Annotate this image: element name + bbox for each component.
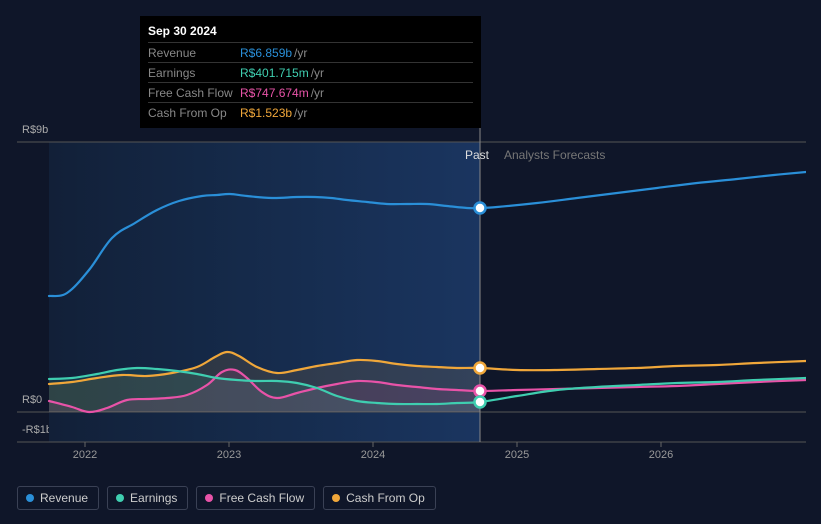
legend-dot-icon xyxy=(116,494,124,502)
legend-earnings[interactable]: Earnings xyxy=(107,486,188,510)
tooltip-label: Earnings xyxy=(148,66,240,80)
tooltip-unit: /yr xyxy=(311,86,324,100)
tooltip-unit: /yr xyxy=(311,66,324,80)
x-tick-label: 2024 xyxy=(361,449,385,461)
x-tick-label: 2025 xyxy=(505,449,529,461)
tooltip-value: R$1.523b xyxy=(240,106,292,120)
legend-label: Free Cash Flow xyxy=(219,491,304,505)
tooltip: Sep 30 2024 Revenue R$6.859b /yr Earning… xyxy=(140,16,481,128)
x-tick-label: 2023 xyxy=(217,449,241,461)
tooltip-value: R$6.859b xyxy=(240,46,292,60)
tooltip-value: R$747.674m xyxy=(240,86,309,100)
past-label: Past xyxy=(465,148,489,162)
tooltip-row: Earnings R$401.715m /yr xyxy=(148,63,473,83)
tooltip-label: Free Cash Flow xyxy=(148,86,240,100)
legend-dot-icon xyxy=(205,494,213,502)
x-tick-label: 2026 xyxy=(649,449,673,461)
chart-svg xyxy=(17,120,806,460)
legend-dot-icon xyxy=(332,494,340,502)
tooltip-value: R$401.715m xyxy=(240,66,309,80)
tooltip-row: Free Cash Flow R$747.674m /yr xyxy=(148,83,473,103)
tooltip-label: Revenue xyxy=(148,46,240,60)
legend: Revenue Earnings Free Cash Flow Cash Fro… xyxy=(17,486,436,510)
legend-cashfromop[interactable]: Cash From Op xyxy=(323,486,436,510)
tooltip-row: Revenue R$6.859b /yr xyxy=(148,43,473,63)
legend-label: Earnings xyxy=(130,491,177,505)
x-axis: 2022 2023 2024 2025 2026 xyxy=(49,449,804,465)
chart-area[interactable] xyxy=(17,120,806,460)
legend-label: Revenue xyxy=(40,491,88,505)
legend-label: Cash From Op xyxy=(346,491,425,505)
x-tick-label: 2022 xyxy=(73,449,97,461)
tooltip-label: Cash From Op xyxy=(148,106,240,120)
tooltip-date: Sep 30 2024 xyxy=(148,24,473,43)
legend-freecashflow[interactable]: Free Cash Flow xyxy=(196,486,315,510)
legend-dot-icon xyxy=(26,494,34,502)
legend-revenue[interactable]: Revenue xyxy=(17,486,99,510)
tooltip-unit: /yr xyxy=(294,106,307,120)
tooltip-row: Cash From Op R$1.523b /yr xyxy=(148,103,473,122)
tooltip-unit: /yr xyxy=(294,46,307,60)
forecast-label: Analysts Forecasts xyxy=(504,148,605,162)
